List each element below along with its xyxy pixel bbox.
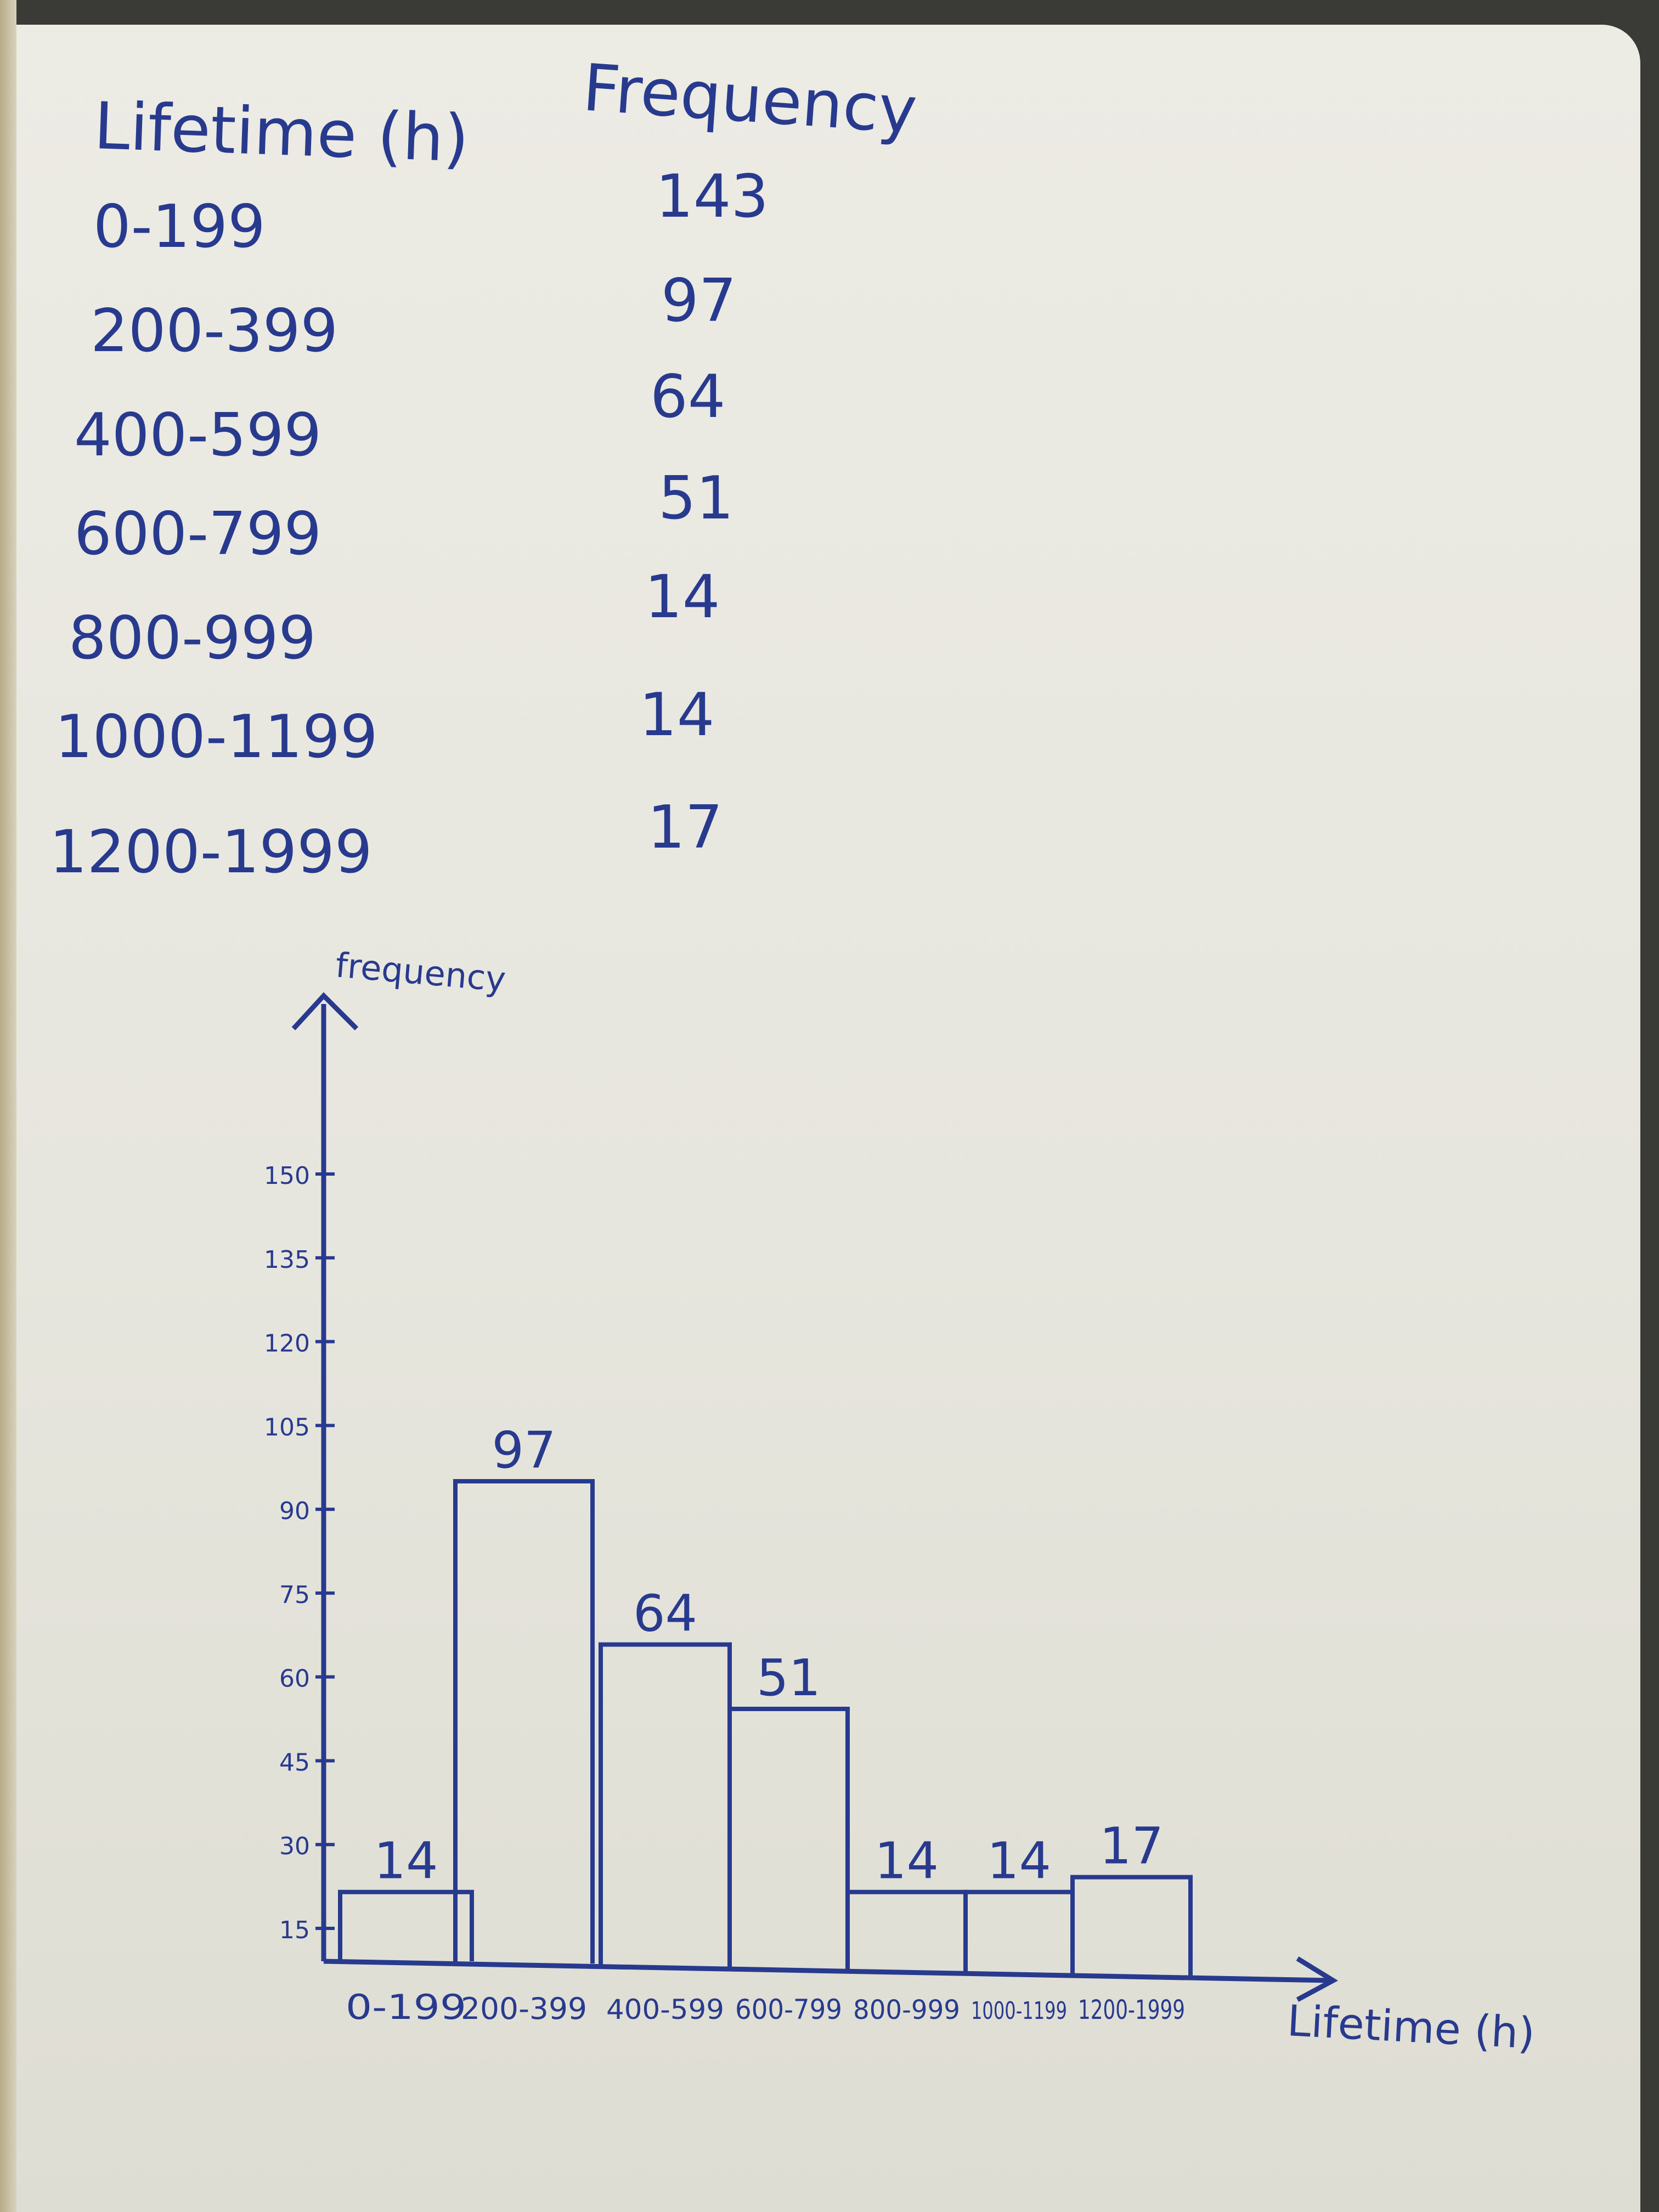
histogram-bar [338,1889,474,1961]
y-tick-label: 120 [264,1330,310,1358]
table-frequency-cell: 51 [658,464,733,533]
chart-axes [291,992,1339,2002]
bars: 14 97 64 51 14 14 17 [338,1421,1193,1976]
table-frequency-cell: 14 [645,563,720,631]
table-interval-cell: 200-399 [91,297,338,365]
frequency-table: Lifetime (h) Frequency 0-199 143 200-399 97… [49,49,919,887]
y-tick-label: 90 [279,1497,310,1525]
x-axis-arrow [1296,1956,1339,2002]
y-tick-label: 15 [279,1916,310,1944]
x-tick-label: 600-799 [735,1994,842,2025]
histogram: frequency Lifetime (h) 15 30 45 60 75 90 105 12… [264,945,1536,2058]
x-tick-label: 800-999 [853,1995,960,2025]
bar-value-label: 97 [492,1421,556,1480]
histogram-bar [963,1889,1075,1973]
histogram-bar [845,1889,968,1971]
y-tick-label: 30 [279,1832,310,1860]
x-axis-label: Lifetime (h) [1286,1996,1536,2059]
bar-value-label: 51 [757,1649,821,1707]
table-frequency-cell: 143 [656,162,769,231]
x-tick-label: 400-599 [606,1994,724,2025]
y-tick-label: 45 [279,1748,310,1776]
x-tick-label: 200-399 [461,1991,587,2026]
y-tick-label: 60 [279,1665,310,1693]
y-tick-label: 75 [279,1581,310,1609]
table-frequency-cell: 64 [650,363,725,431]
bar-value-label: 14 [874,1832,939,1891]
table-interval-cell: 1000-1199 [55,703,378,771]
page-edge [0,0,16,2212]
bar-value-label: 14 [987,1832,1051,1891]
histogram-bar [599,1642,732,1966]
table-interval-cell: 1200-1999 [49,818,373,887]
y-axis-arrow [291,992,359,1031]
x-tick-label: 0-199 [346,1987,466,2027]
histogram-bar [1070,1875,1193,1976]
histogram-bar [453,1479,595,1964]
x-axis-line [323,1959,1331,1983]
y-tick-label: 105 [264,1413,310,1441]
table-rows: 0-199 143 200-399 97 400-599 64 600-799 51 800-9… [49,162,769,887]
notebook-page [16,25,1640,2212]
table-interval-cell: 800-999 [69,604,316,673]
table-interval-cell: 400-599 [74,401,321,470]
table-header-frequency: Frequency [580,49,919,148]
histogram-bar [727,1706,850,1968]
bar-value-label: 64 [633,1584,697,1643]
bar-value-label: 14 [374,1832,438,1891]
y-axis-ticks: 15 30 45 60 75 90 105 120 135 150 [264,1162,335,1944]
table-header-interval: Lifetime (h) [93,88,470,177]
table-frequency-cell: 17 [647,793,723,862]
x-tick-label: 1200-1999 [1078,1995,1185,2025]
table-frequency-cell: 14 [639,681,714,749]
table-interval-cell: 0-199 [93,193,266,261]
x-tick-label: 1000-1199 [971,1997,1067,2025]
y-axis-label: frequency [334,945,507,1000]
bar-value-label: 17 [1099,1817,1164,1876]
table-interval-cell: 600-799 [74,500,321,568]
y-tick-label: 135 [264,1246,310,1274]
table-frequency-cell: 97 [661,267,736,335]
y-tick-label: 150 [264,1162,310,1190]
